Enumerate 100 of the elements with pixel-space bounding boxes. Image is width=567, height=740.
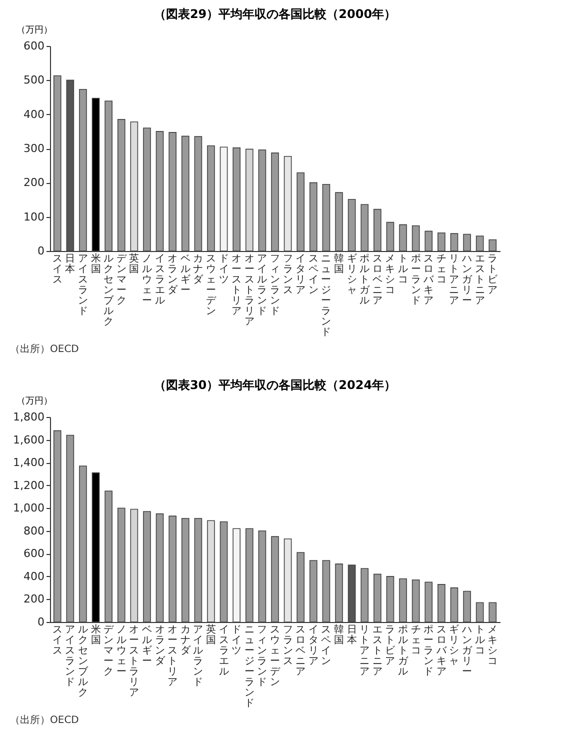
bar (104, 100, 112, 252)
bar (181, 136, 190, 252)
x-tick-label: ハンガリー (461, 254, 474, 306)
bar (117, 508, 126, 622)
x-tick-label: カナダ (193, 254, 204, 286)
x-tick-label: アイスランド (65, 624, 76, 688)
x-tick-label: 米国 (90, 252, 101, 275)
x-tick-label: ノルウェー (116, 624, 126, 678)
bar (220, 146, 228, 252)
bar (66, 434, 74, 622)
bar (450, 233, 458, 252)
x-tick-label: ルクセンブルク (104, 254, 115, 328)
x-tick-label: ルクセンブルク (78, 624, 89, 698)
x-tick-label: オーストラリア (244, 254, 254, 328)
y-tick-label: 300 (24, 142, 44, 155)
x-tick-label: ドイツ (218, 254, 229, 286)
bar (53, 430, 62, 622)
bar (450, 587, 458, 622)
x-tick-label: フィンランド (270, 254, 280, 317)
x-tick-label: スロベニア (296, 624, 306, 678)
bar (232, 528, 241, 622)
bar (143, 128, 151, 252)
x-tick-label: スウェーデン (206, 254, 217, 317)
bar (412, 579, 420, 622)
x-tick-label: チェコ (410, 624, 421, 656)
x-tick-label: スロベニア (372, 254, 382, 306)
bar (258, 149, 266, 252)
x-tick-label: リトアニア (360, 624, 370, 678)
bar (245, 148, 254, 252)
y-tick-label: 500 (24, 74, 44, 87)
bar (207, 520, 215, 622)
x-tick-label: オーストリア (168, 624, 178, 688)
bar (79, 466, 87, 622)
bar (207, 145, 215, 252)
y-tick-label: 600 (24, 547, 44, 560)
bar (296, 552, 305, 622)
bar (92, 98, 100, 252)
x-tick-label: ギリシャ (449, 624, 460, 667)
x-tick-label: トルコ (398, 254, 408, 286)
y-tick-label: 800 (24, 524, 44, 538)
bar (424, 230, 433, 252)
x-tick-label: スイス (52, 254, 62, 286)
bar (79, 88, 87, 252)
x-tick-label: スウェーデン (270, 624, 281, 688)
x-tick-label: ポルトガル (398, 624, 410, 678)
y-tick-label: 400 (24, 108, 44, 121)
bar (360, 204, 369, 252)
y-tick-label: 200 (24, 176, 44, 190)
chart-title: （図表30）平均年収の各国比較（2024年） (154, 378, 396, 392)
bar (399, 224, 407, 252)
bar (386, 576, 394, 622)
bar (168, 516, 176, 622)
x-tick-label: 韓国 (334, 624, 344, 646)
x-tick-label: ハンガリー (461, 624, 474, 678)
x-tick-label: 日本 (346, 624, 357, 646)
bar (271, 152, 279, 252)
y-tick-label: 1,800 (13, 410, 44, 424)
bar (476, 602, 484, 622)
bar (168, 132, 176, 252)
text: （出所）OECD (10, 343, 80, 355)
x-tick-label: フィンランド (257, 624, 268, 688)
x-tick-label: イスラエル (154, 254, 165, 306)
y-tick-label: 0 (38, 244, 44, 258)
x-tick-label: アイルランド (257, 254, 268, 317)
y-tick-label: 100 (24, 210, 44, 224)
x-tick-label: フランス (282, 254, 293, 296)
x-tick-label: ニュージーランド (321, 254, 332, 338)
x-tick-label: ポーランド (424, 624, 434, 678)
x-tick-label: 日本 (65, 254, 76, 275)
y-tick-label: 400 (24, 570, 44, 583)
x-tick-label: ラトビア (385, 624, 396, 667)
bar (117, 119, 126, 252)
y-tick-label: 0 (38, 616, 44, 628)
x-tick-label: スロバキア (435, 624, 448, 678)
bar (194, 518, 202, 622)
bar (399, 578, 407, 622)
y-tick-label: 600 (24, 40, 44, 52)
bar (92, 472, 100, 622)
x-tick-label: ノルウェー (142, 254, 152, 306)
bar (438, 584, 446, 622)
bar (348, 199, 356, 252)
bar (104, 490, 112, 622)
bar (156, 513, 164, 622)
bar (374, 208, 382, 252)
x-tick-label: リトアニア (449, 254, 460, 306)
bar (309, 560, 318, 622)
x-tick-label: オランダ (168, 254, 179, 296)
bar (374, 574, 382, 622)
x-tick-label: ギリシャ (346, 252, 357, 296)
x-tick-label: デンマーク (104, 624, 115, 678)
x-tick-label: デンマーク (116, 254, 128, 306)
bar (412, 225, 420, 252)
bar (284, 538, 292, 622)
bar (424, 582, 433, 622)
bar (488, 239, 497, 252)
x-tick-label: カナダ (180, 624, 192, 656)
x-tick-label: イタリア (296, 254, 306, 296)
x-tick-label: イタリア (308, 624, 318, 667)
bar (130, 508, 138, 622)
x-tick-label: チェコ (436, 254, 446, 286)
